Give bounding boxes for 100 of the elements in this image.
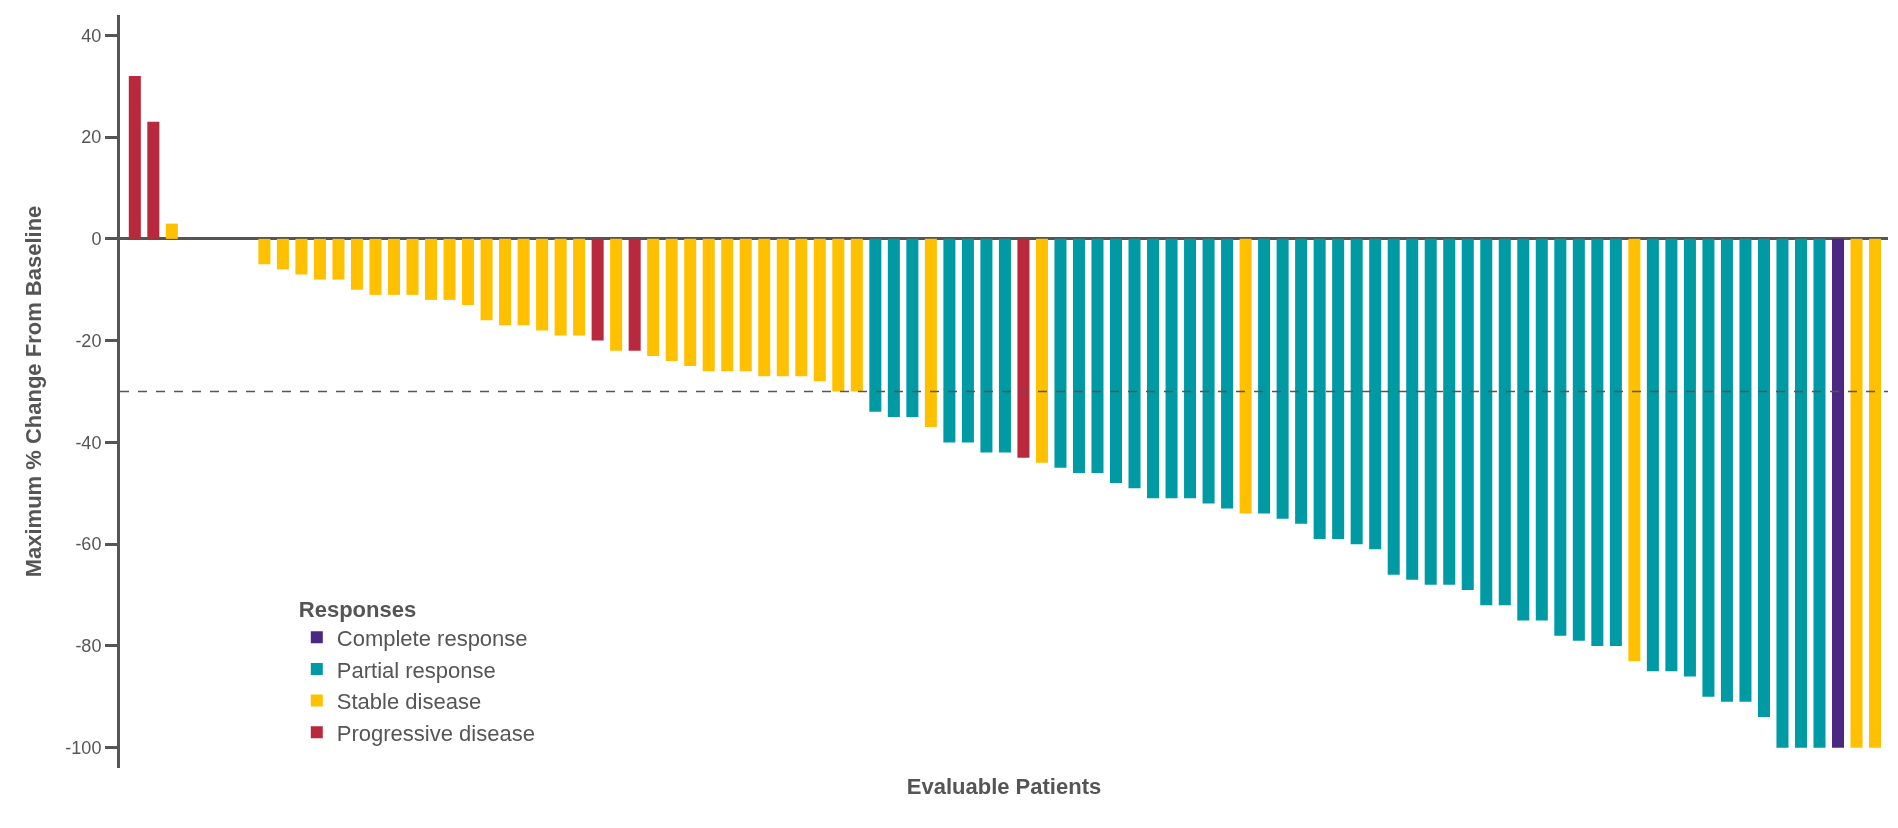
bar xyxy=(573,238,586,336)
bar xyxy=(961,238,974,443)
bar xyxy=(776,238,789,377)
bar xyxy=(610,238,623,351)
y-tick-label: 0 xyxy=(91,229,102,250)
bar xyxy=(1609,238,1622,646)
bar xyxy=(1072,238,1085,473)
bar xyxy=(1184,238,1197,499)
bar xyxy=(1239,238,1252,514)
bar xyxy=(517,238,530,326)
bar xyxy=(1869,238,1882,748)
bar xyxy=(1776,238,1789,748)
bar xyxy=(499,238,512,326)
bar xyxy=(739,238,752,372)
bar xyxy=(887,238,900,417)
bar xyxy=(425,238,438,300)
bar xyxy=(1739,238,1752,702)
bar xyxy=(1665,238,1678,672)
bar xyxy=(1276,238,1289,519)
bar xyxy=(1295,238,1308,524)
bar xyxy=(536,238,549,331)
x-axis-title: Evaluable Patients xyxy=(906,773,1102,799)
y-tick-label: -40 xyxy=(75,432,102,453)
bar xyxy=(554,238,567,336)
bar xyxy=(832,238,845,392)
bar xyxy=(1794,238,1808,748)
bar xyxy=(1202,238,1215,504)
bar xyxy=(332,238,345,280)
bar xyxy=(1480,238,1493,606)
bar xyxy=(702,238,715,372)
bar xyxy=(1572,238,1585,641)
bar xyxy=(924,238,937,428)
bar xyxy=(276,238,289,270)
legend-title: Responses xyxy=(298,596,417,622)
bar xyxy=(1720,238,1733,702)
bar xyxy=(313,238,326,280)
bar xyxy=(1832,238,1845,748)
bar xyxy=(1369,238,1382,550)
bar xyxy=(591,238,604,341)
bar xyxy=(684,238,697,367)
y-tick-label: -20 xyxy=(75,330,102,351)
bar xyxy=(1313,238,1326,540)
bar xyxy=(1091,238,1104,473)
bar xyxy=(406,238,419,295)
bar xyxy=(1035,238,1048,463)
bar xyxy=(443,238,456,300)
bar xyxy=(1535,238,1548,621)
y-tick-label: 40 xyxy=(81,25,102,46)
legend-label: Stable disease xyxy=(336,689,482,715)
bar xyxy=(721,238,734,372)
bar xyxy=(850,238,863,392)
y-tick-label: -60 xyxy=(75,534,102,555)
bar xyxy=(462,238,475,306)
bar xyxy=(1054,238,1067,468)
bar xyxy=(1443,238,1456,585)
bar xyxy=(350,238,363,290)
bar xyxy=(1850,238,1863,748)
bar xyxy=(1517,238,1530,621)
legend-label: Progressive disease xyxy=(336,720,535,746)
bar xyxy=(1683,238,1696,677)
bar xyxy=(1591,238,1604,646)
bar xyxy=(480,238,493,321)
bar xyxy=(369,238,382,295)
bar xyxy=(980,238,993,453)
bar xyxy=(147,121,160,239)
bar xyxy=(1498,238,1511,606)
y-tick-label: -80 xyxy=(75,636,102,657)
bar xyxy=(1406,238,1419,580)
bar xyxy=(1646,238,1659,672)
bar xyxy=(1147,238,1160,499)
bar xyxy=(387,238,401,295)
bar xyxy=(1702,238,1715,697)
bar xyxy=(758,238,771,377)
legend-label: Complete response xyxy=(336,625,528,651)
bar xyxy=(795,238,808,377)
bar xyxy=(165,223,178,239)
bar xyxy=(1554,238,1567,636)
bar xyxy=(1424,238,1437,585)
bar xyxy=(665,238,678,361)
bar xyxy=(1628,238,1641,662)
y-tick-label: 20 xyxy=(81,127,102,148)
bar xyxy=(128,76,141,239)
bar xyxy=(943,238,956,443)
bar xyxy=(869,238,882,412)
bar xyxy=(1109,238,1123,484)
bar xyxy=(295,238,308,275)
bar xyxy=(1128,238,1141,489)
bar xyxy=(998,238,1011,453)
bar xyxy=(1757,238,1770,718)
bar xyxy=(1387,238,1400,575)
legend-label: Partial response xyxy=(336,657,496,683)
bar xyxy=(1350,238,1363,545)
bar xyxy=(1221,238,1234,509)
bar xyxy=(906,238,919,417)
y-tick-label: -100 xyxy=(65,737,102,758)
bar xyxy=(258,238,271,265)
bar xyxy=(1165,238,1178,499)
bar xyxy=(1332,238,1345,540)
bar xyxy=(1258,238,1271,514)
y-axis-title: Maximum % Change From Baseline xyxy=(21,205,47,578)
